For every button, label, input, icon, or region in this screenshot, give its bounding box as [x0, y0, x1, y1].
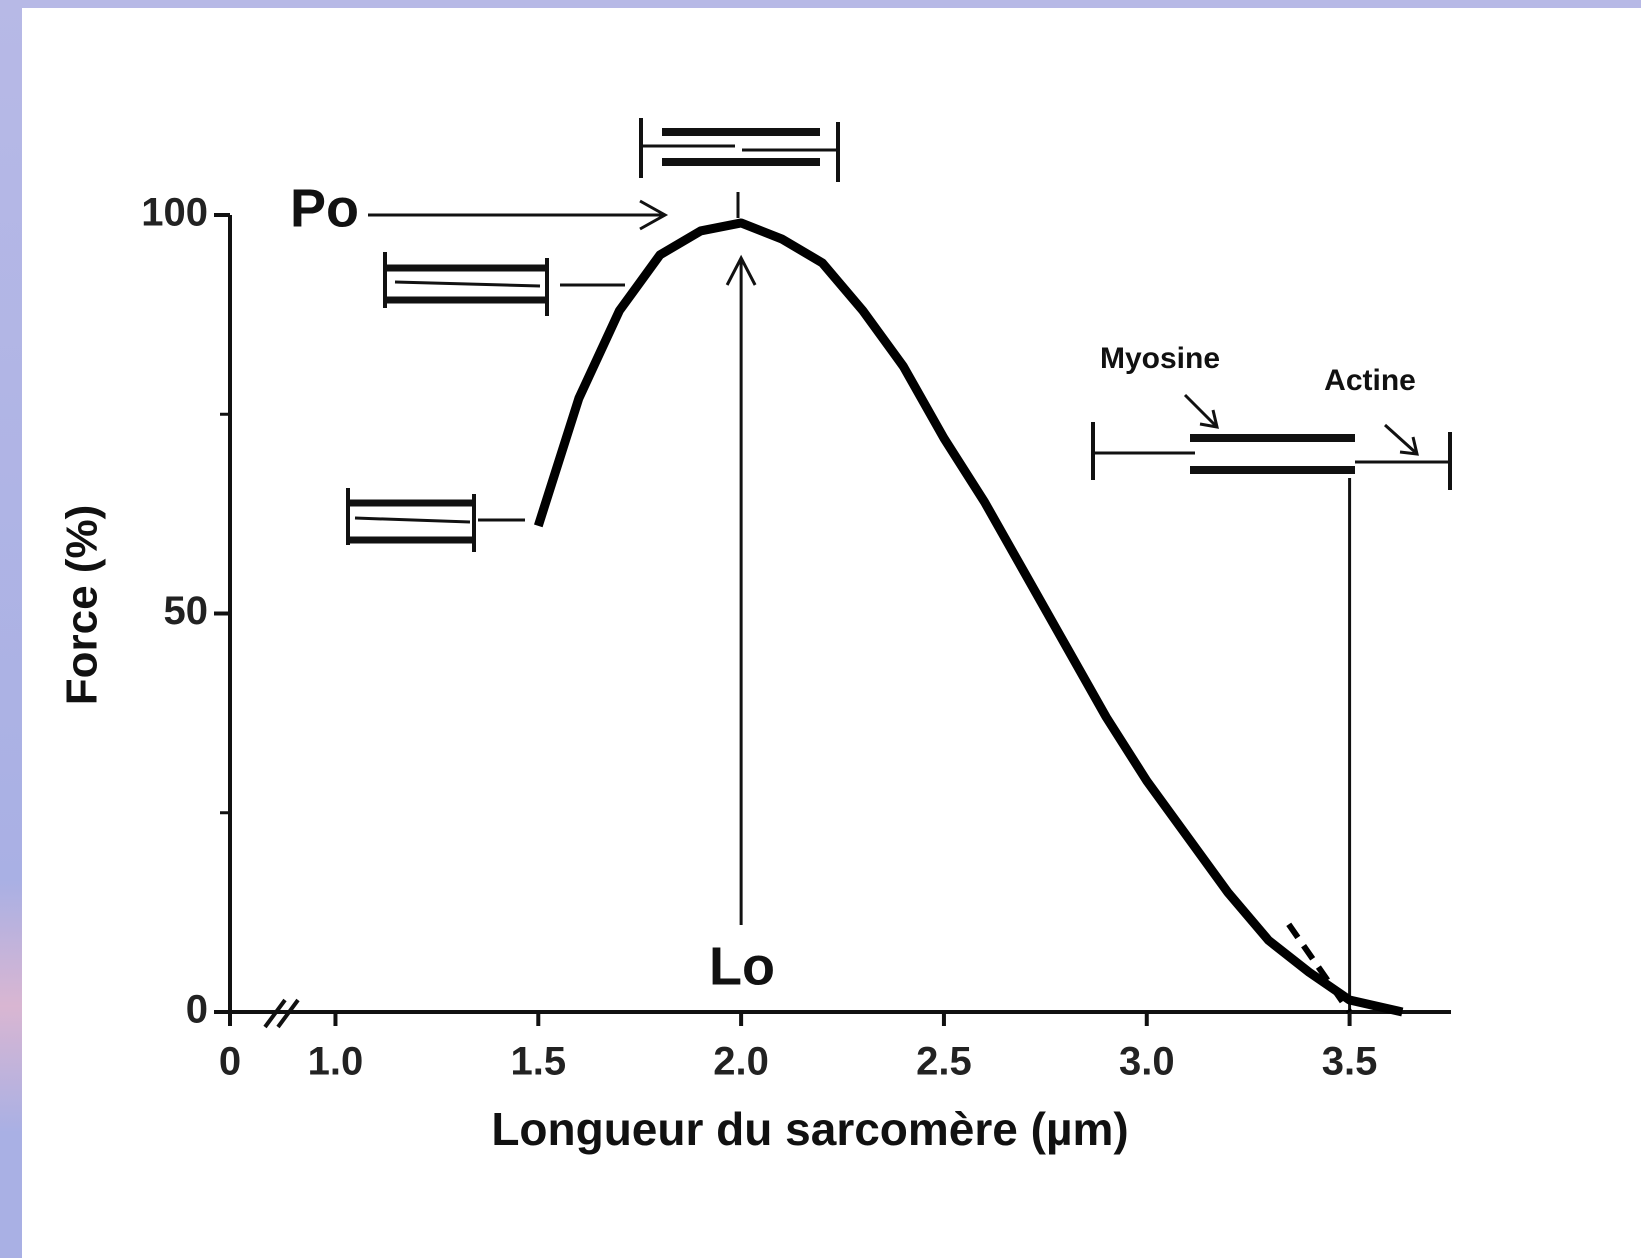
x-tick-label: 2.5	[916, 1040, 972, 1084]
chart: Myosine Actine Po Lo Force (%) Longueur …	[0, 0, 1641, 1258]
x-tick-label: 2.0	[713, 1040, 769, 1084]
y-tick-label: 50	[164, 589, 209, 633]
x-axis-title: Longueur du sarcomère (µm)	[491, 1103, 1128, 1155]
x-tick-label: 3.0	[1119, 1040, 1175, 1084]
annotation: Actine	[1324, 364, 1416, 397]
x-tick-label: 1.5	[510, 1040, 566, 1084]
x-tick-label: 3.5	[1322, 1040, 1378, 1084]
y-tick-label: 0	[186, 988, 208, 1032]
page: Myosine Actine Po Lo Force (%) Longueur …	[0, 0, 1641, 1258]
annotation: Myosine	[1100, 342, 1220, 375]
x-tick-label: 1.0	[308, 1040, 364, 1084]
annotation: Po	[290, 178, 359, 238]
x-tick-label: 0	[219, 1040, 241, 1084]
y-axis-title: Force (%)	[58, 505, 107, 705]
annotation: Lo	[709, 936, 775, 996]
chart-background	[22, 8, 1641, 1258]
y-tick-label: 100	[141, 191, 208, 235]
